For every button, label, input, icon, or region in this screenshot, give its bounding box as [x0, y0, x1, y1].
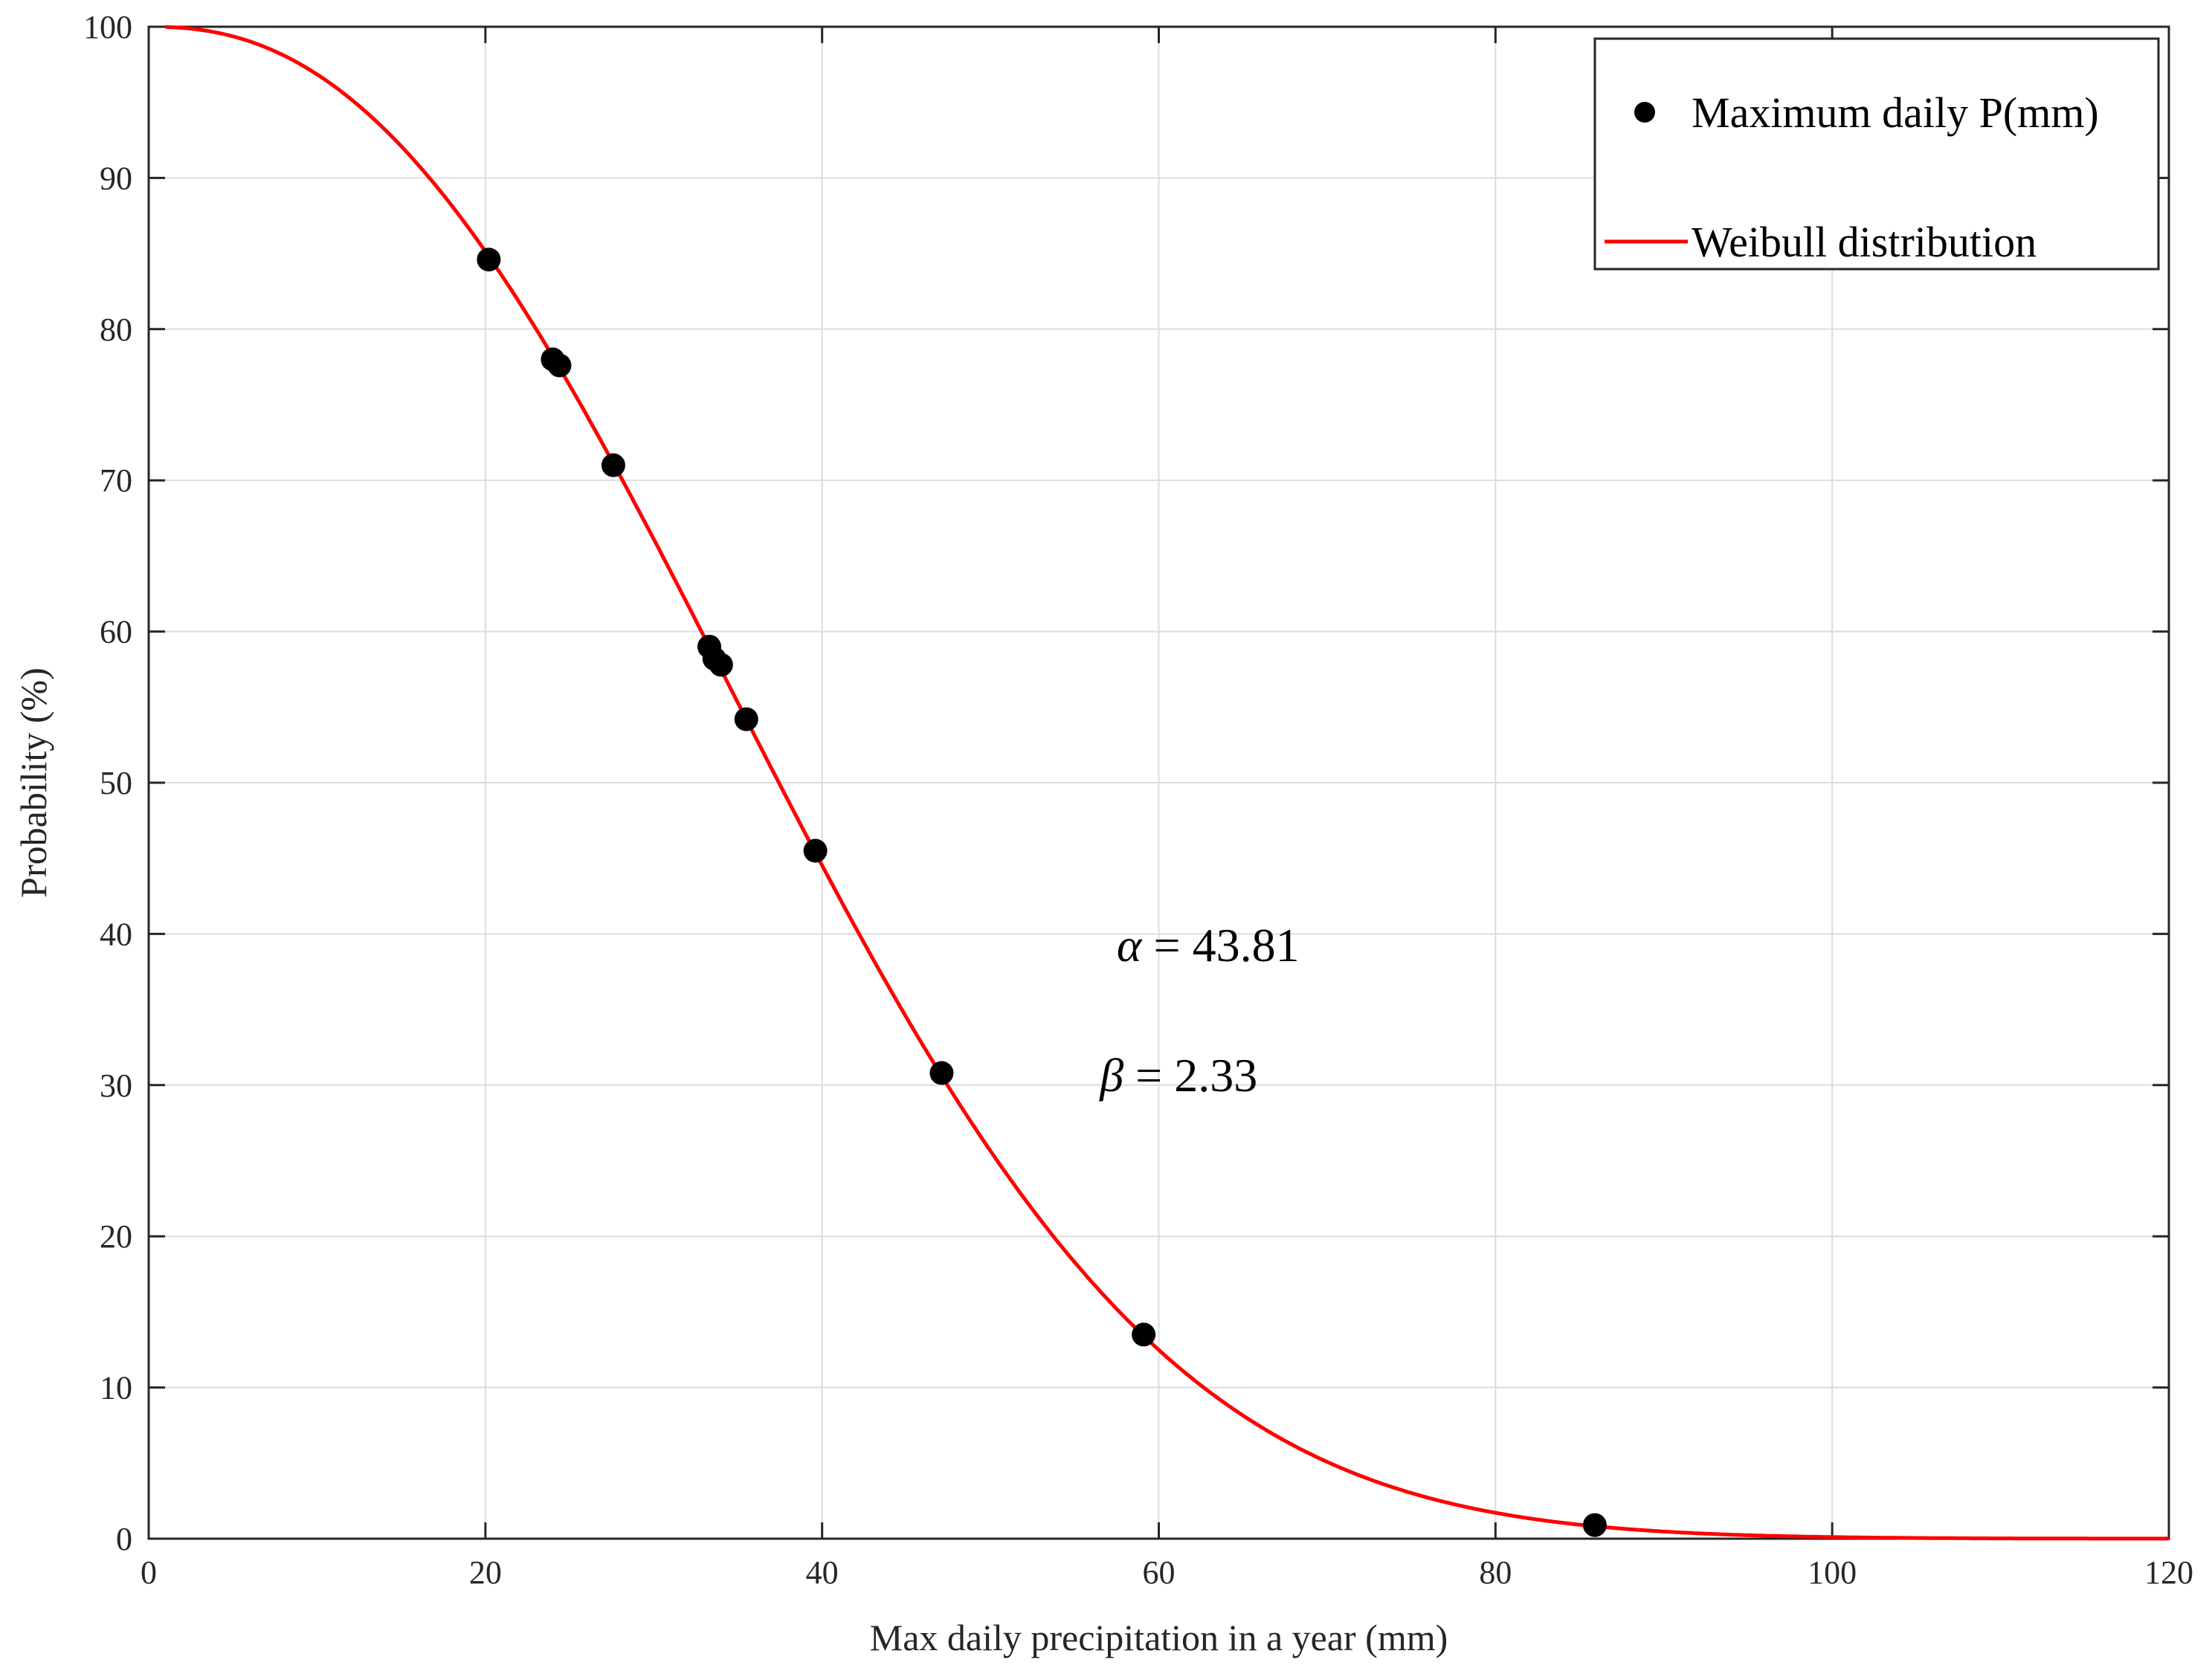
annotation-value: = 2.33 [1123, 1049, 1257, 1102]
y-tick-label: 30 [100, 1067, 132, 1104]
data-point [1132, 1322, 1156, 1347]
legend-box [1593, 37, 2160, 271]
x-tick-label: 40 [806, 1554, 839, 1591]
y-axis-label: Probability (%) [13, 668, 54, 898]
x-tick-label: 100 [1808, 1554, 1857, 1591]
annotation-symbol: α [1117, 919, 1143, 972]
data-point [547, 353, 572, 378]
legend-label-line: Weibull distribution [1692, 218, 2037, 266]
y-tick-label: 50 [100, 765, 132, 801]
annotations: α = 43.81 β = 2.33 [1098, 919, 1299, 1102]
data-point [477, 248, 501, 272]
annotation-alpha: α = 43.81 [1117, 919, 1300, 972]
axis-ticks: 0 20 40 60 80 100 120 0 10 20 30 40 50 60 70 80 90 100 [83, 9, 2193, 1591]
annotation-value: = 43.81 [1141, 919, 1299, 972]
weibull-curve [165, 25, 2169, 1541]
x-tick-label: 20 [469, 1554, 502, 1591]
data-point [601, 453, 625, 477]
y-tick-label: 80 [100, 311, 132, 348]
legend-marker-scatter [1634, 102, 1655, 123]
legend: Maximum daily P(mm) Weibull distribution [1593, 37, 2160, 271]
y-tick-label: 0 [116, 1521, 132, 1557]
y-tick-label: 70 [100, 462, 132, 499]
data-point [709, 653, 733, 677]
data-point [803, 838, 828, 863]
y-tick-label: 20 [100, 1218, 132, 1255]
x-axis-label: Max daily precipitation in a year (mm) [870, 1617, 1448, 1658]
data-point [734, 707, 758, 731]
data-point [1582, 1513, 1607, 1537]
weibull-curve-layer [165, 25, 2169, 1541]
y-tick-label: 90 [100, 160, 132, 196]
x-tick-label: 120 [2144, 1554, 2193, 1591]
x-tick-label: 80 [1479, 1554, 1512, 1591]
y-tick-label: 10 [100, 1370, 132, 1406]
annotation-symbol: β [1098, 1049, 1123, 1102]
x-tick-label: 60 [1143, 1554, 1176, 1591]
annotation-beta: β = 2.33 [1098, 1049, 1257, 1102]
y-tick-label: 40 [100, 916, 132, 952]
y-tick-label: 100 [83, 9, 132, 45]
data-point [929, 1061, 954, 1085]
grid [149, 27, 2169, 1539]
scatter-points-layer [477, 248, 1607, 1537]
y-tick-label: 60 [100, 614, 132, 650]
x-tick-label: 0 [141, 1554, 157, 1591]
legend-label-scatter: Maximum daily P(mm) [1692, 88, 2099, 137]
